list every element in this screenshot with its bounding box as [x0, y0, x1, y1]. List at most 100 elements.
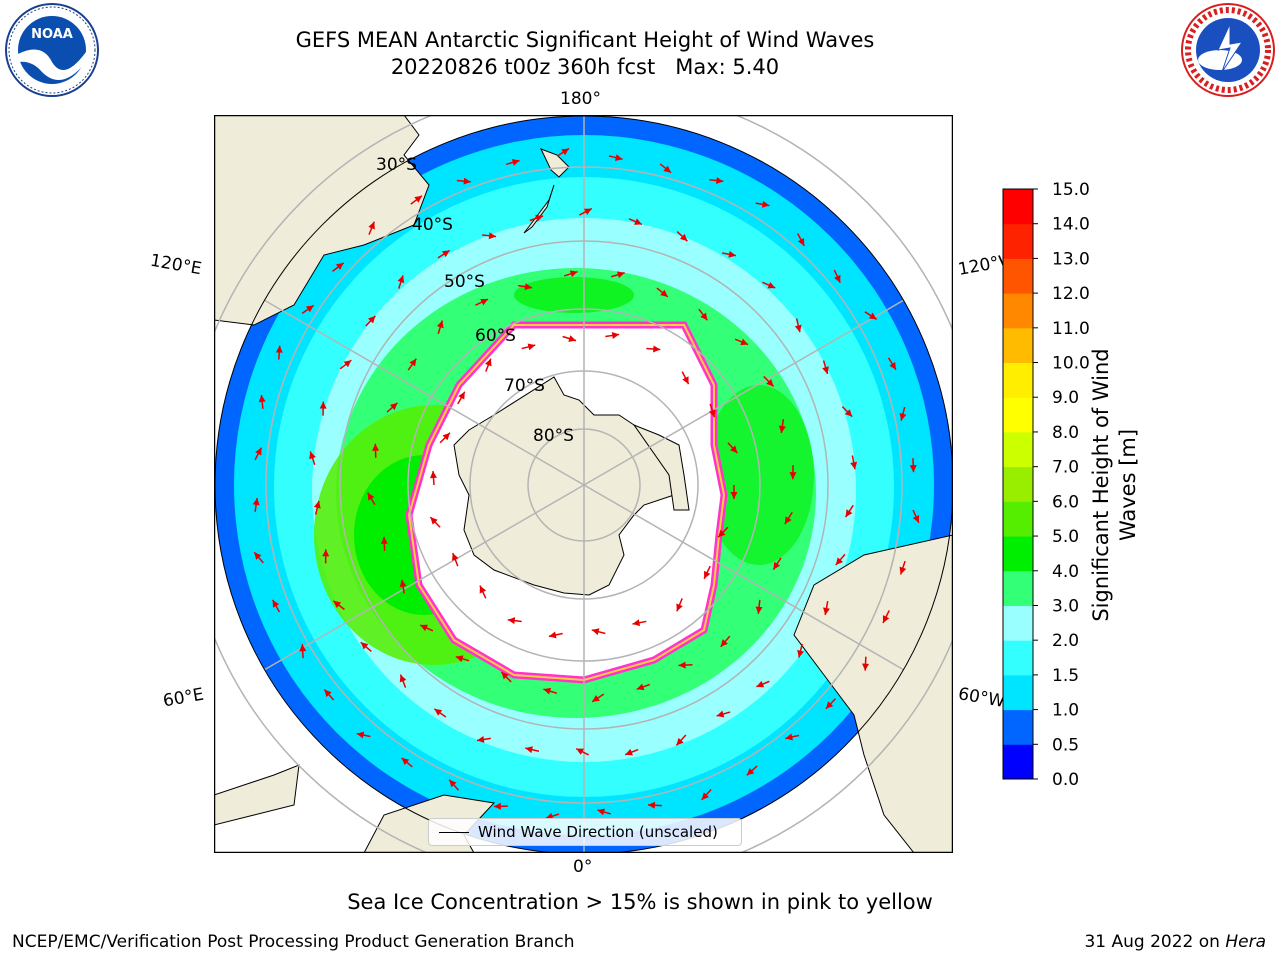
- colorbar-title: Significant Height of Wind Waves [m]: [1088, 348, 1142, 621]
- colorbar-tick-label: 14.0: [1052, 215, 1090, 235]
- wind-wave-arrowhead: [360, 642, 369, 650]
- lat-label-60s: 60°S: [475, 326, 516, 346]
- wind-wave-arrowhead: [258, 394, 266, 403]
- wind-wave-arrowhead: [568, 335, 577, 342]
- wind-wave-arrowhead: [718, 529, 726, 538]
- wind-wave-arrowhead: [380, 536, 388, 544]
- colorbar-title-line1: Significant Height of Wind: [1089, 348, 1113, 622]
- lat-label-40s: 40°S: [412, 215, 453, 235]
- wind-wave-arrowhead: [389, 402, 398, 411]
- wind-wave-arrowhead: [543, 687, 552, 695]
- wind-wave-arrowhead: [275, 345, 283, 353]
- wind-wave-arrowhead: [755, 606, 763, 614]
- wind-wave-arrowhead: [822, 366, 829, 374]
- wind-wave-arrowhead: [356, 731, 365, 739]
- colorbar-block: [1003, 258, 1033, 294]
- wind-wave-arrowhead: [766, 379, 774, 387]
- wind-wave-arrowhead: [676, 603, 683, 612]
- wind-wave-arrowhead: [524, 283, 533, 291]
- chart-subtitle: 20220826 t00z 360h fcst Max: 5.40: [390, 55, 780, 79]
- wind-wave-arrowhead: [527, 343, 536, 351]
- lat-label-50s: 50°S: [444, 272, 485, 292]
- colorbar-block: [1003, 605, 1033, 641]
- wind-wave-arrowhead: [767, 281, 776, 289]
- polar-map: 30°S 40°S 50°S 60°S 70°S 80°S: [214, 115, 953, 853]
- wind-wave-arrowhead: [682, 376, 689, 385]
- colorbar-tick-label: 9.0: [1052, 388, 1079, 408]
- wind-wave-arrowhead: [309, 451, 316, 460]
- wind-wave-arrowhead: [708, 409, 716, 418]
- wind-wave-arrowhead: [272, 599, 280, 608]
- colorbar-block: [1003, 431, 1033, 468]
- colorbar-tick-label: 7.0: [1052, 458, 1079, 478]
- wind-wave-arrowhead: [335, 262, 344, 270]
- legend-label: Wind Wave Direction (unscaled): [478, 823, 718, 841]
- wind-wave-arrowhead: [716, 710, 725, 718]
- wind-wave-arrowhead: [611, 332, 620, 339]
- colorbar-block: [1003, 536, 1033, 572]
- colorbar-block: [1003, 362, 1033, 398]
- wind-wave-arrowhead: [397, 275, 405, 284]
- wind-wave-arrowhead: [773, 561, 781, 570]
- wind-wave-arrowhead: [401, 757, 410, 766]
- wind-wave-arrowhead: [634, 218, 642, 225]
- wind-wave-arrowhead: [850, 461, 858, 470]
- wind-wave-arrowhead: [912, 514, 920, 523]
- wind-wave-arrowhead: [525, 746, 533, 754]
- wind-wave-arrowhead: [868, 312, 877, 320]
- wind-wave-arrowhead: [778, 425, 786, 434]
- wind-wave-arrowhead: [716, 177, 724, 185]
- colorbar-tick-label: 12.0: [1052, 284, 1090, 304]
- footer-date-text: 31 Aug 2022 on: [1084, 932, 1226, 952]
- wind-wave-arrowhead: [548, 631, 557, 639]
- wind-wave-arrowhead: [333, 600, 342, 608]
- colorbar-block: [1003, 397, 1033, 433]
- wind-wave-arrowhead: [784, 516, 792, 525]
- wind-wave-arrowhead: [463, 177, 471, 185]
- wind-wave-arrowhead: [545, 812, 554, 820]
- wind-wave-arrowhead: [862, 663, 870, 671]
- colorbar-tick-label: 6.0: [1052, 492, 1079, 512]
- colorbar-block: [1003, 674, 1033, 711]
- wind-wave-arrowhead: [511, 159, 520, 166]
- colorbar-tick-label: 8.0: [1052, 423, 1079, 443]
- wind-wave-arrowhead: [844, 409, 853, 417]
- wind-wave-arrowhead: [825, 701, 834, 709]
- wind-wave-arrowhead: [313, 500, 321, 509]
- wind-wave-arrowhead: [882, 615, 890, 624]
- wind-wave-arrowhead: [676, 737, 684, 746]
- wind-wave-arrows: [252, 147, 920, 820]
- colorbar-block: [1003, 570, 1033, 606]
- graticule: [214, 115, 953, 853]
- svg-text:NOAA: NOAA: [31, 27, 73, 42]
- wind-wave-arrowhead: [485, 358, 492, 367]
- colorbar: 0.0 0.5 1.0 1.5 2.0 3.0 4.0 5.0 6.0 7.0 8.0 9.0 10.0…: [1002, 180, 1090, 790]
- colorbar-tick-label: 15.0: [1052, 180, 1090, 200]
- lat-label-80s: 80°S: [533, 426, 574, 446]
- wind-wave-arrowhead: [414, 195, 423, 203]
- wind-wave-arrowhead: [592, 695, 600, 702]
- wind-wave-arrowhead: [653, 345, 661, 353]
- wind-wave-arrowhead: [420, 624, 428, 632]
- map-legend: Wind Wave Direction (unscaled): [428, 818, 742, 846]
- wind-wave-arrowhead: [305, 305, 314, 313]
- wind-wave-arrowhead: [583, 208, 592, 215]
- lon-label-0: 0°: [573, 857, 593, 877]
- colorbar-tick-label: 3.0: [1052, 596, 1079, 616]
- noaa-logo: NOAA: [5, 3, 99, 97]
- wind-wave-arrowhead: [535, 214, 544, 222]
- wind-wave-arrowhead: [441, 250, 450, 258]
- lat-label-70s: 70°S: [504, 376, 545, 396]
- wind-wave-arrowhead: [614, 154, 623, 162]
- colorbar-title-line2: Waves [m]: [1116, 428, 1140, 542]
- legend-line-swatch: [439, 832, 469, 833]
- colorbar-block: [1003, 223, 1033, 259]
- wind-wave-arrowhead: [493, 802, 501, 810]
- wind-wave-arrowhead: [789, 472, 797, 480]
- wind-wave-arrowhead: [476, 735, 485, 743]
- wind-wave-arrowhead: [488, 232, 497, 240]
- colorbar-tick-label: 2.0: [1052, 631, 1079, 651]
- wind-wave-arrowhead: [480, 299, 489, 306]
- colorbar-block: [1003, 293, 1033, 329]
- wind-wave-arrowhead: [678, 661, 686, 669]
